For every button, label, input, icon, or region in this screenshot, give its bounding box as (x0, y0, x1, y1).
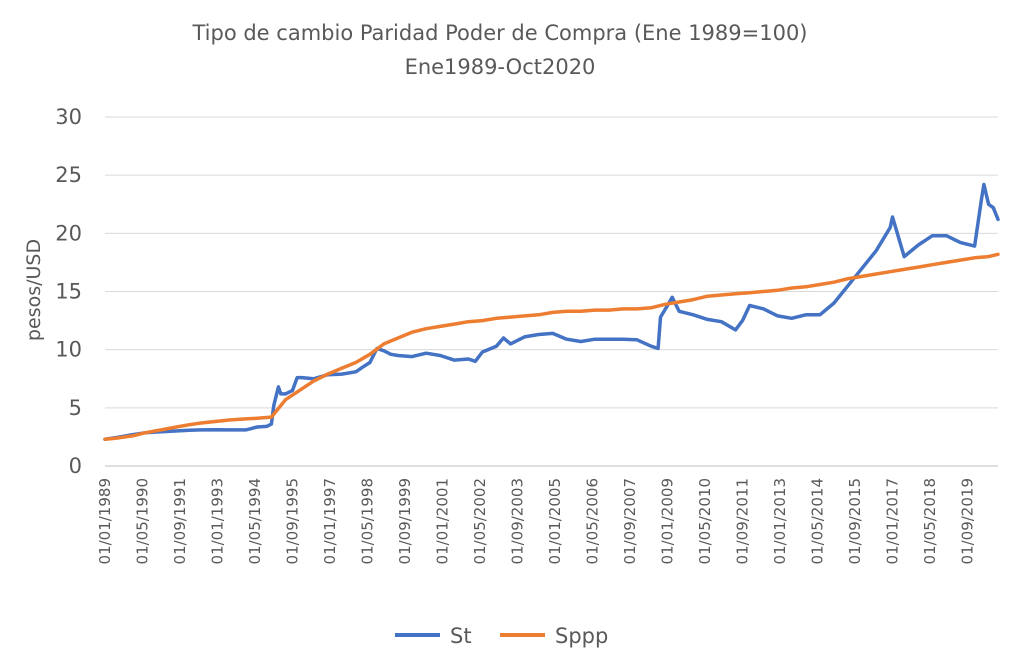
legend-label-st: St (450, 624, 472, 648)
x-tick-label: 01/09/1995 (284, 478, 302, 564)
x-tick-label: 01/01/2013 (771, 478, 789, 564)
y-tick-label: 0 (69, 454, 82, 478)
x-tick-label: 01/05/1990 (134, 478, 152, 564)
x-tick-label: 01/01/1993 (209, 478, 227, 564)
x-tick-label: 01/05/2014 (809, 478, 827, 564)
y-tick-label: 15 (55, 280, 82, 304)
y-tick-label: 20 (55, 221, 82, 245)
x-tick-label: 01/09/2003 (509, 478, 527, 564)
legend-label-sppp: Sppp (555, 624, 608, 648)
x-tick-label: 01/01/2017 (884, 478, 902, 564)
x-axis-ticks: 01/01/1989 01/05/1990 01/09/1991 01/01/1993… (96, 478, 977, 564)
y-tick-label: 5 (69, 396, 82, 420)
x-tick-label: 01/05/1994 (246, 478, 264, 564)
series-line-sppp (103, 252, 1000, 441)
chart-subtitle: Ene1989-Oct2020 (405, 55, 596, 79)
legend: St Sppp (395, 624, 608, 648)
x-tick-label: 01/09/2007 (621, 478, 639, 564)
x-tick-label: 01/01/1997 (321, 478, 339, 564)
series-line-st (103, 182, 1000, 441)
x-tick-label: 01/09/1991 (171, 478, 189, 564)
x-tick-label: 01/05/2018 (921, 478, 939, 564)
x-tick-label: 01/09/1999 (396, 478, 414, 564)
chart-title: Tipo de cambio Paridad Poder de Compra (… (191, 21, 807, 45)
gridlines (105, 116, 998, 467)
x-tick-label: 01/05/1998 (359, 478, 377, 564)
x-tick-label: 01/01/2001 (434, 478, 452, 564)
x-tick-label: 01/09/2015 (846, 478, 864, 564)
x-tick-label: 01/09/2011 (734, 478, 752, 564)
y-tick-label: 30 (55, 105, 82, 129)
y-axis-ticks: 0 5 10 15 20 25 30 (55, 105, 82, 478)
x-tick-label: 01/05/2002 (471, 478, 489, 564)
x-tick-label: 01/05/2006 (584, 478, 602, 564)
x-tick-label: 01/01/2009 (659, 478, 677, 564)
x-tick-label: 01/01/1989 (96, 478, 114, 564)
x-tick-label: 01/05/2010 (696, 478, 714, 564)
x-tick-label: 01/09/2019 (959, 478, 977, 564)
y-tick-label: 10 (55, 338, 82, 362)
y-axis-label: pesos/USD (23, 239, 45, 341)
y-tick-label: 25 (55, 163, 82, 187)
x-tick-label: 01/01/2005 (546, 478, 564, 564)
series-lines (103, 182, 1000, 441)
